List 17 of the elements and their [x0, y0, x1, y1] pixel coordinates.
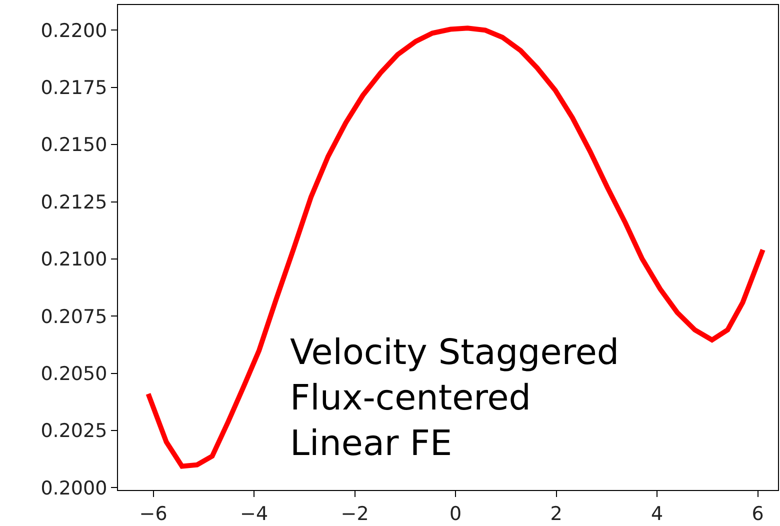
x-tick-label: 4	[651, 502, 664, 525]
y-tick-label: 0.2000	[40, 477, 108, 500]
y-tick-label: 0.2025	[40, 420, 108, 442]
y-tick-label: 0.2100	[40, 248, 108, 271]
x-tick-label: 6	[752, 502, 764, 525]
x-tick-label: 0	[450, 502, 462, 525]
x-tick-label: −2	[340, 502, 369, 525]
x-tick-label: −4	[240, 502, 268, 525]
y-tick-label: 0.2125	[40, 191, 108, 214]
x-tick-label: −6	[139, 502, 168, 525]
y-tick-label: 0.2175	[40, 77, 108, 100]
annotation: Velocity Staggered Flux-centered Linear FE	[290, 333, 620, 464]
y-tick-label: 0.2075	[40, 306, 108, 328]
y-tick-label: 0.2150	[40, 134, 108, 156]
x-tick-label: 2	[550, 502, 562, 525]
y-tick-label: 0.2050	[40, 362, 108, 385]
y-tick-label: 0.2200	[40, 20, 108, 42]
